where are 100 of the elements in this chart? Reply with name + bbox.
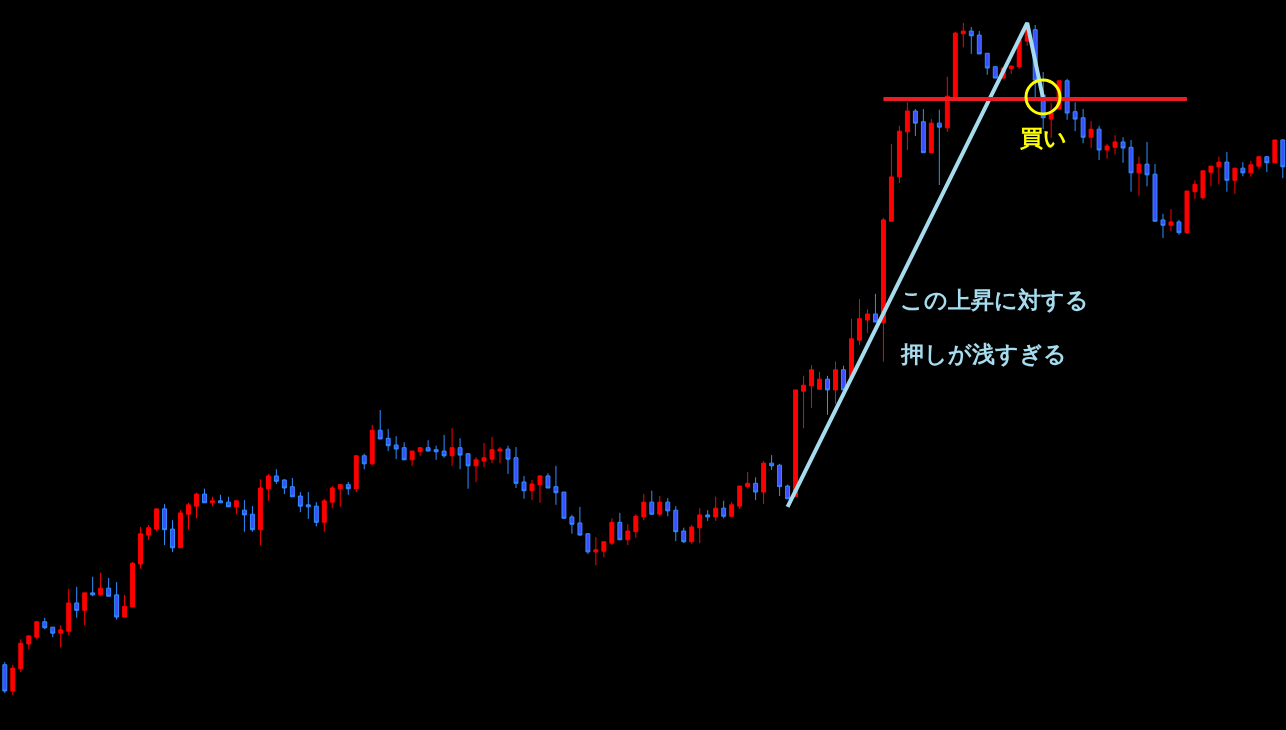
candlestick xyxy=(1224,151,1230,193)
candlestick xyxy=(265,473,271,502)
candlestick xyxy=(409,450,415,467)
candlestick xyxy=(297,491,303,513)
candlestick xyxy=(817,371,822,390)
candlestick xyxy=(210,496,215,507)
candlestick xyxy=(529,479,535,501)
candlestick xyxy=(1080,108,1086,144)
candlestick xyxy=(106,577,112,597)
candlestick xyxy=(1088,120,1094,149)
candlestick xyxy=(864,308,870,334)
candlestick xyxy=(1008,65,1014,75)
candlestick xyxy=(233,500,239,515)
candlestick xyxy=(146,524,152,541)
candlestick xyxy=(18,638,24,673)
candlestick xyxy=(90,576,96,597)
candlestick xyxy=(1200,169,1206,201)
candlestick xyxy=(737,485,743,510)
candlestick xyxy=(952,31,958,99)
candlestick xyxy=(1264,155,1270,173)
candlestick xyxy=(441,434,447,459)
candlestick xyxy=(465,452,471,490)
candlestick xyxy=(513,446,519,489)
candlestick xyxy=(872,293,878,323)
candlestick xyxy=(904,101,910,151)
candlestick xyxy=(1192,179,1198,200)
candlestick xyxy=(433,445,439,461)
candlestick xyxy=(1072,101,1078,132)
candlestick xyxy=(801,375,807,429)
candlestick xyxy=(162,503,167,546)
candlestick xyxy=(841,365,846,391)
candlestick xyxy=(888,143,894,222)
candlestick xyxy=(2,661,8,694)
candlestick xyxy=(393,435,399,460)
candlestick xyxy=(154,508,160,532)
candlestick xyxy=(1144,141,1150,187)
candlestick xyxy=(289,477,295,498)
candlestick xyxy=(449,427,455,467)
candlestick xyxy=(1136,156,1142,197)
candlestick xyxy=(793,389,799,498)
candlestick xyxy=(58,624,64,648)
candlestick xyxy=(833,361,838,405)
candlestick xyxy=(353,455,359,493)
candlestick xyxy=(497,446,503,464)
candlestick xyxy=(122,594,128,618)
candlestick xyxy=(1096,125,1102,161)
candlestick xyxy=(138,526,144,570)
candlestick xyxy=(1112,134,1118,156)
candlestick xyxy=(241,499,247,533)
candlestick xyxy=(337,484,343,508)
candlestick xyxy=(920,108,926,154)
candlestick xyxy=(649,490,655,516)
candlestick xyxy=(577,506,583,537)
candlestick xyxy=(505,445,511,475)
candlestick xyxy=(377,409,383,440)
candlestick xyxy=(1272,139,1278,164)
candlestick xyxy=(857,298,862,346)
candlestick xyxy=(992,66,998,79)
candlestick xyxy=(225,496,231,508)
candlestick xyxy=(273,468,279,485)
candlestick xyxy=(1120,136,1126,164)
candlestick xyxy=(425,439,431,452)
candlestick xyxy=(98,572,104,597)
candlestick xyxy=(984,52,990,76)
annotation: 押しが浅すぎる xyxy=(900,341,1067,367)
candlestick xyxy=(42,617,48,630)
candlestick xyxy=(1160,213,1166,239)
candlestick xyxy=(417,447,423,457)
candlestick xyxy=(1240,161,1246,177)
candlestick xyxy=(729,501,735,518)
candlestick xyxy=(34,620,40,640)
candlestick xyxy=(186,502,191,531)
candlestick xyxy=(1176,219,1182,236)
candlestick xyxy=(194,492,199,519)
candlestick xyxy=(369,424,375,466)
candlestick xyxy=(178,509,183,549)
candlestick xyxy=(968,26,974,55)
candlestick xyxy=(481,442,487,468)
candlestick xyxy=(617,512,623,541)
candlestick xyxy=(609,517,615,546)
candlestick xyxy=(1152,163,1158,222)
candlestick xyxy=(697,507,703,544)
candlestick xyxy=(976,30,982,55)
candlestick xyxy=(761,460,767,505)
candlestick xyxy=(713,496,719,522)
candlestick xyxy=(66,588,72,636)
candlestick xyxy=(281,478,287,495)
candlestick xyxy=(82,592,88,626)
candlestick xyxy=(1216,156,1222,185)
candlestick xyxy=(305,491,311,520)
candlestick xyxy=(936,109,942,186)
candlestick xyxy=(896,125,902,184)
candlestick xyxy=(673,505,679,542)
candlestick xyxy=(633,513,639,539)
candlestick xyxy=(329,485,335,509)
candlestick xyxy=(1248,160,1254,178)
candlestick xyxy=(1208,165,1214,187)
candlestick xyxy=(928,118,934,154)
candlestick xyxy=(561,491,567,519)
candlestick xyxy=(585,532,591,555)
